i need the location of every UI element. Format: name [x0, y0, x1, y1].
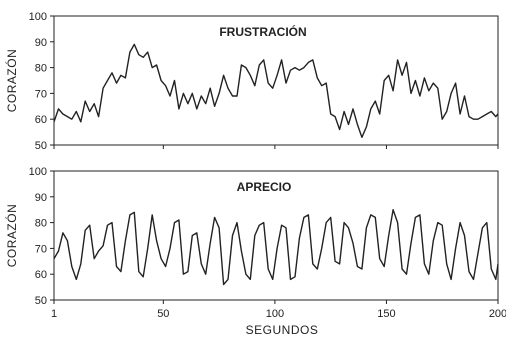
y-tick-label: 100: [29, 166, 47, 178]
y-tick-label: 90: [35, 37, 47, 49]
y-tick-label: 100: [29, 11, 47, 23]
series-line: [53, 43, 499, 139]
y-tick-label: 70: [35, 243, 47, 255]
series-line: [53, 208, 499, 286]
x-axis-label: SEGUNDOS: [246, 323, 319, 337]
y-tick-label: 90: [35, 192, 47, 204]
x-tick-label: 150: [377, 308, 395, 320]
y-tick-label: 60: [35, 269, 47, 281]
x-tick-label: 1: [51, 308, 57, 320]
plot-frame: [53, 15, 499, 146]
y-tick-label: 50: [35, 295, 47, 307]
y-axis-label: CORAZÓN: [4, 204, 19, 268]
y-tick-label: 70: [35, 88, 47, 100]
x-tick-label: 50: [157, 308, 169, 320]
y-tick-label: 80: [35, 63, 47, 75]
panel-2: 50 60 70 80 90 100 CORAZÓN APRECIO: [4, 166, 499, 307]
x-tick-label: 100: [266, 308, 284, 320]
y-axis-label: CORAZÓN: [4, 49, 19, 113]
panel-1: 50 60 70 80 90 100 CORAZÓN FRUSTRACIÓN: [4, 11, 499, 152]
panel-title: APRECIO: [237, 180, 292, 194]
y-tick-label: 60: [35, 114, 47, 126]
x-tick-label: 200: [489, 308, 506, 320]
y-tick-label: 80: [35, 218, 47, 230]
plot-frame: [53, 170, 499, 301]
y-tick-label: 50: [35, 140, 47, 152]
panel-title: FRUSTRACIÓN: [219, 24, 306, 39]
